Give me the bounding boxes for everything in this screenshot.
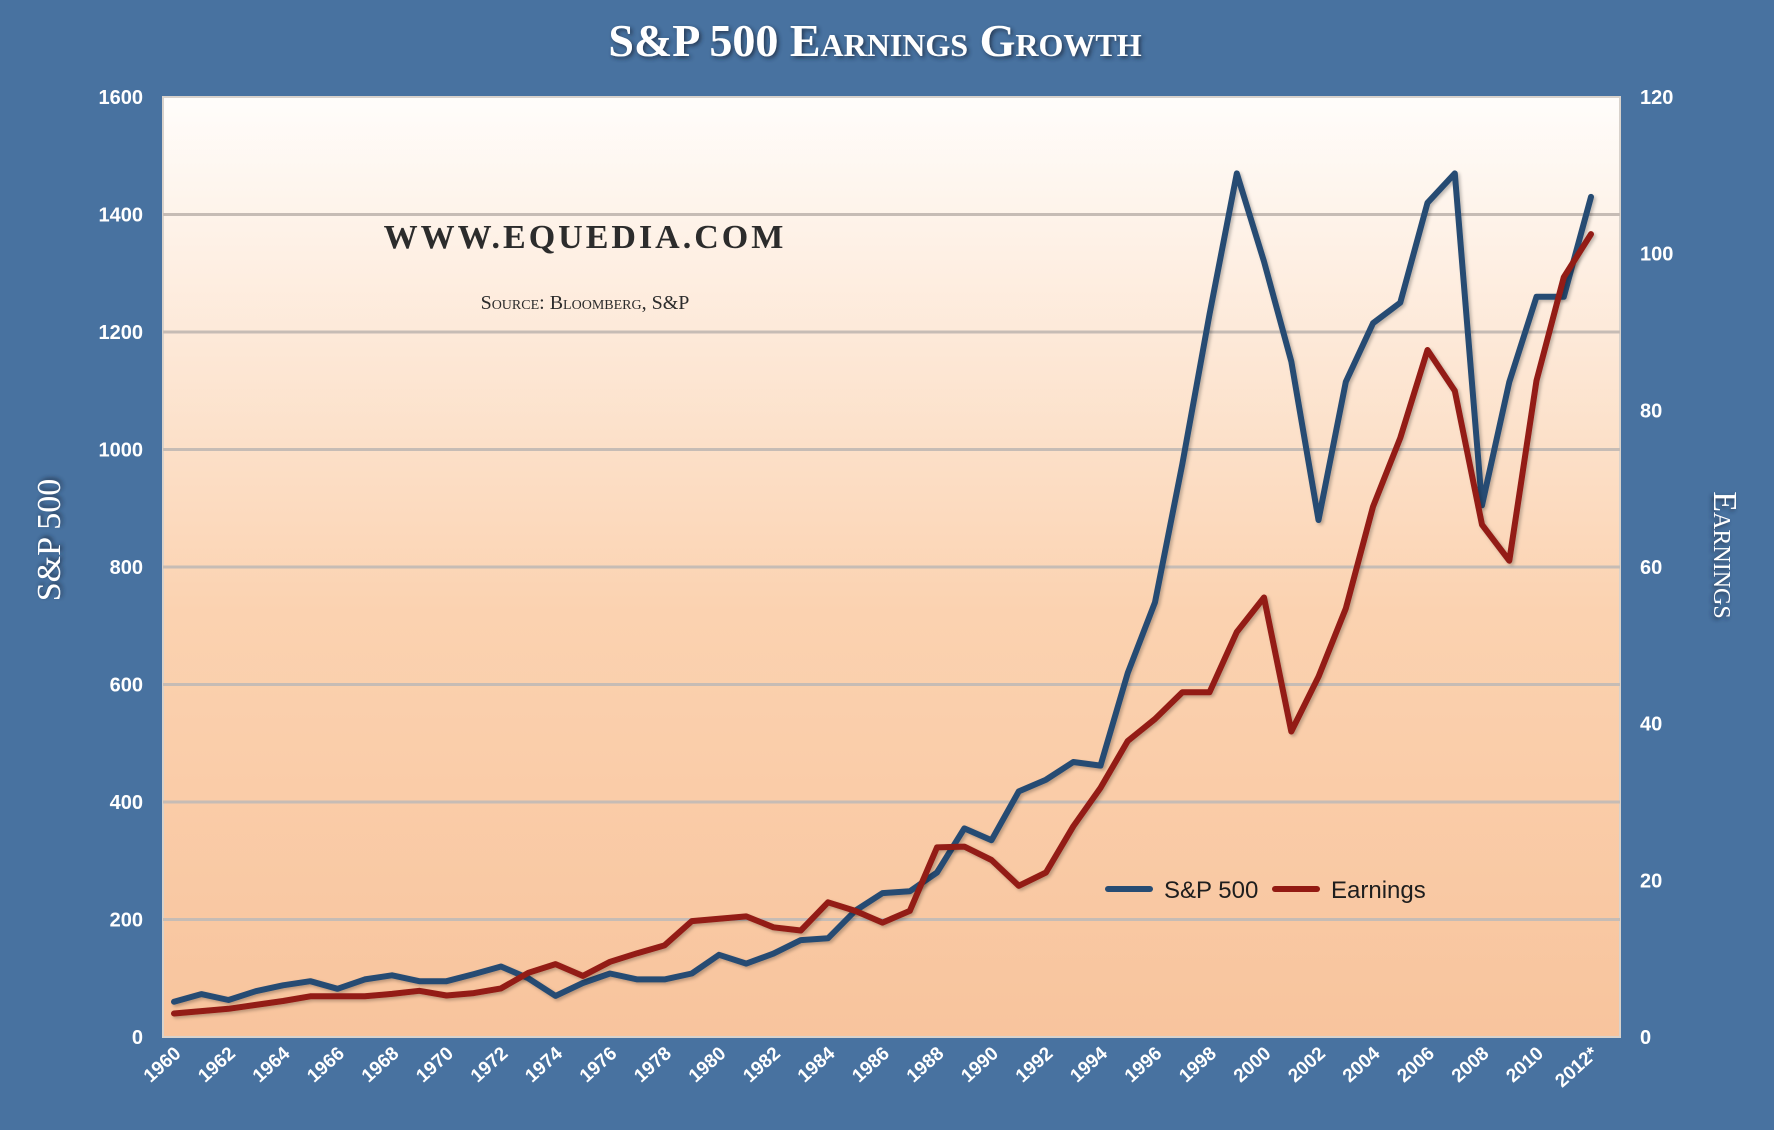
x-tick-label: 2010 bbox=[1502, 1043, 1547, 1087]
y-right-tick-label: 60 bbox=[1640, 557, 1662, 579]
y-left-tick-label: 1200 bbox=[99, 322, 144, 344]
series-line-earnings bbox=[171, 231, 1594, 1017]
x-axis-ticks: 1960 1962 1964 1966 1968 1970 1972 1974 1976 1978… bbox=[140, 1043, 1603, 1092]
x-tick-label: 1994 bbox=[1066, 1043, 1112, 1087]
x-tick-label: 1990 bbox=[957, 1043, 1002, 1087]
x-tick-label: 1974 bbox=[521, 1043, 567, 1087]
x-tick-label: 1972 bbox=[467, 1043, 512, 1087]
x-tick-label: 2006 bbox=[1393, 1043, 1438, 1087]
y-left-tick-label: 200 bbox=[110, 910, 143, 932]
y-right-tick-label: 40 bbox=[1640, 714, 1662, 736]
x-tick-label: 2008 bbox=[1448, 1043, 1493, 1087]
y-left-tick-label: 1600 bbox=[99, 87, 144, 109]
y-axis-right-title: Earnings bbox=[1706, 491, 1743, 618]
x-tick-label: 1962 bbox=[194, 1043, 239, 1087]
y-left-tick-label: 1400 bbox=[99, 205, 144, 227]
y-right-tick-label: 120 bbox=[1640, 87, 1673, 109]
legend: S&P 500 Earnings bbox=[1105, 877, 1426, 904]
y-left-tick-label: 600 bbox=[110, 675, 143, 697]
y-left-tick-label: 800 bbox=[110, 557, 143, 579]
y-right-tick-label: 80 bbox=[1640, 400, 1662, 422]
x-tick-label: 1970 bbox=[412, 1043, 457, 1087]
x-tick-label: 1984 bbox=[794, 1043, 840, 1087]
x-tick-label: 1996 bbox=[1121, 1043, 1166, 1087]
x-tick-label: 1964 bbox=[249, 1043, 295, 1087]
x-tick-label: 2002 bbox=[1284, 1043, 1329, 1087]
series-layer bbox=[171, 170, 1594, 1017]
x-tick-label: 2000 bbox=[1230, 1043, 1275, 1087]
x-tick-label: 1980 bbox=[685, 1043, 730, 1087]
legend-label: S&P 500 bbox=[1164, 877, 1258, 904]
y-right-tick-label: 100 bbox=[1640, 244, 1673, 266]
x-tick-label: 1966 bbox=[303, 1043, 348, 1087]
gridlines bbox=[163, 213, 1620, 921]
chart-title: S&P 500 Earnings Growth bbox=[608, 15, 1141, 66]
x-tick-label: 2004 bbox=[1339, 1043, 1385, 1087]
source-note: Source: Bloomberg, S&P bbox=[481, 292, 690, 314]
x-tick-label: 1982 bbox=[739, 1043, 784, 1087]
x-tick-label: 1968 bbox=[358, 1043, 403, 1087]
watermark-text: WWW.EQUEDIA.COM bbox=[384, 219, 787, 256]
x-tick-label: 1998 bbox=[1175, 1043, 1220, 1087]
x-tick-label: 1978 bbox=[630, 1043, 675, 1087]
x-tick-label: 1976 bbox=[576, 1043, 621, 1087]
x-tick-label: 1960 bbox=[140, 1043, 185, 1087]
y-right-tick-label: 0 bbox=[1640, 1027, 1651, 1049]
x-tick-label: 1992 bbox=[1012, 1043, 1057, 1087]
y-axis-right-ticks: 0 20 40 60 80 100 120 bbox=[1640, 87, 1673, 1049]
y-left-tick-label: 1000 bbox=[99, 440, 144, 462]
legend-label: Earnings bbox=[1331, 877, 1426, 904]
x-tick-label: 1986 bbox=[848, 1043, 893, 1087]
y-axis-left-ticks: 0 200 400 600 800 1000 1200 1400 1600 bbox=[99, 87, 144, 1049]
x-tick-label: 2012* bbox=[1551, 1043, 1602, 1092]
y-axis-left-title: S&P 500 bbox=[31, 479, 68, 602]
y-left-tick-label: 0 bbox=[132, 1027, 143, 1049]
y-right-tick-label: 20 bbox=[1640, 870, 1662, 892]
y-left-tick-label: 400 bbox=[110, 792, 143, 814]
series-line-s-p-500 bbox=[171, 170, 1594, 1005]
x-tick-label: 1988 bbox=[903, 1043, 948, 1087]
